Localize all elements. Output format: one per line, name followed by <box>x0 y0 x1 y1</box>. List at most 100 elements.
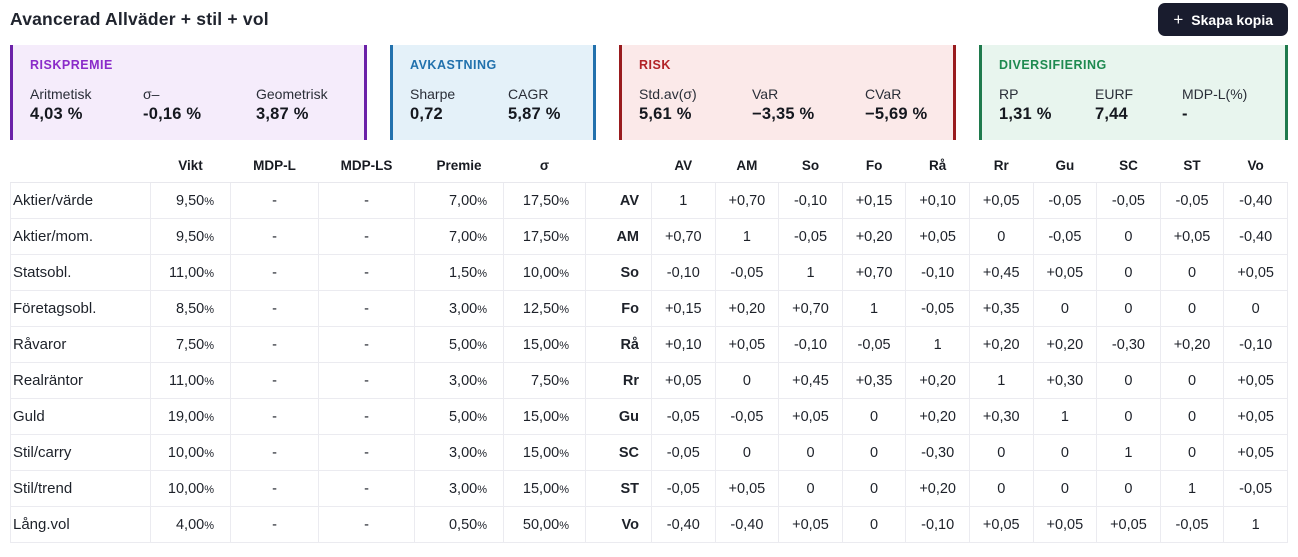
weight-cell: 11,00% <box>150 254 231 291</box>
correlation-cell: +0,05 <box>968 506 1034 543</box>
mdp-l-cell: - <box>230 362 319 399</box>
correlation-cell: +0,30 <box>968 398 1034 435</box>
premium-cell: 5,00% <box>414 326 504 363</box>
correlation-cell: -0,05 <box>1223 470 1288 507</box>
correlation-cell: 0 <box>968 470 1034 507</box>
correlation-cell: +0,20 <box>1159 326 1225 363</box>
metric-label: CVaR <box>865 86 902 102</box>
column-header-empty <box>585 151 652 183</box>
correlation-cell: 0 <box>1223 290 1288 327</box>
premium-cell: 1,50% <box>414 254 504 291</box>
column-header-Gu: Gu <box>1033 151 1097 183</box>
mdp-ls-cell: - <box>318 506 415 543</box>
metric-label: Aritmetisk <box>30 86 92 102</box>
premium-cell: 3,00% <box>414 434 504 471</box>
correlation-cell: +0,20 <box>968 326 1034 363</box>
mdp-ls-cell: - <box>318 218 415 255</box>
table-row: Guld 19,00% - -5,00% 15,00% Gu -0,05 -0,05 +0,05… <box>10 398 1288 435</box>
correlation-cell: -0,05 <box>841 326 907 363</box>
table-row: Aktier/värde 9,50% - -7,00% 17,50% AV 1 +0,70 -0… <box>10 182 1288 219</box>
premium-cell: 7,00% <box>414 218 504 255</box>
card-metric: EURF 7,44 <box>1095 86 1182 124</box>
correlation-cell: +0,20 <box>905 362 970 399</box>
metric-label: EURF <box>1095 86 1134 102</box>
card-title: RISKPREMIE <box>30 58 113 72</box>
weight-cell: 8,50% <box>150 290 231 327</box>
sigma-cell: 15,00% <box>503 470 586 507</box>
correlation-cell: 1 <box>1096 434 1161 471</box>
table-row: Företagsobl. 8,50% - -3,00% 12,50% Fo +0,15 +0,… <box>10 290 1288 327</box>
table-row: Råvaror 7,50% - -5,00% 15,00% Rå +0,10 +0,05 -0,… <box>10 326 1288 363</box>
correlation-cell: -0,10 <box>905 506 970 543</box>
correlation-cell: 0 <box>968 434 1034 471</box>
card-metric: CAGR 5,87 % <box>508 86 561 124</box>
correlation-cell: +0,05 <box>714 326 780 363</box>
correlation-cell: +0,45 <box>778 362 843 399</box>
card-title: AVKASTNING <box>410 58 497 72</box>
correlation-cell: 1 <box>841 290 907 327</box>
column-header-Rr: Rr <box>969 151 1034 183</box>
correlation-cell: -0,40 <box>1223 182 1288 219</box>
correlation-cell: 1 <box>1032 398 1098 435</box>
correlation-cell: -0,10 <box>905 254 970 291</box>
stat-card-risk: RISK Std.av(σ) 5,61 % VaR −3,35 % CVaR −5,69 … <box>619 45 956 140</box>
correlation-cell: +0,15 <box>841 182 907 219</box>
mdp-l-cell: - <box>230 218 319 255</box>
correlation-cell: +0,35 <box>841 362 907 399</box>
top-bar: Avancerad Allväder + stil + vol + Skapa … <box>10 0 1288 42</box>
column-header-Vikt: Vikt <box>150 151 231 183</box>
asset-code-cell: Gu <box>585 398 652 435</box>
correlation-cell: -0,40 <box>1223 218 1288 255</box>
weight-cell: 19,00% <box>150 398 231 435</box>
asset-code-cell: ST <box>585 470 652 507</box>
table-row: Lång.vol 4,00% - -0,50% 50,00% Vo -0,40 -0,40 +0… <box>10 506 1288 543</box>
correlation-cell: +0,05 <box>968 182 1034 219</box>
correlation-cell: 0 <box>1032 434 1098 471</box>
metric-value: 0,72 <box>410 105 443 123</box>
mdp-ls-cell: - <box>318 398 415 435</box>
correlation-cell: 1 <box>651 182 716 219</box>
mdp-ls-cell: - <box>318 326 415 363</box>
card-metric: Aritmetisk 4,03 % <box>30 86 143 124</box>
weight-cell: 9,50% <box>150 218 231 255</box>
correlation-cell: +0,05 <box>905 218 970 255</box>
correlation-cell: -0,30 <box>905 434 970 471</box>
asset-code-cell: AM <box>585 218 652 255</box>
create-copy-button[interactable]: + Skapa kopia <box>1158 3 1288 36</box>
sigma-cell: 50,00% <box>503 506 586 543</box>
correlation-cell: +0,20 <box>905 398 970 435</box>
column-header-MDP-LS: MDP-LS <box>318 151 415 183</box>
metric-value: 5,87 % <box>508 105 561 123</box>
correlation-cell: +0,20 <box>841 218 907 255</box>
asset-name-cell: Stil/trend <box>10 470 151 507</box>
correlation-cell: +0,05 <box>1223 434 1288 471</box>
correlation-cell: +0,20 <box>714 290 780 327</box>
correlation-cell: -0,05 <box>714 254 780 291</box>
correlation-cell: -0,05 <box>1159 182 1225 219</box>
weight-cell: 10,00% <box>150 470 231 507</box>
mdp-l-cell: - <box>230 434 319 471</box>
correlation-cell: 0 <box>1096 218 1161 255</box>
correlation-cell: +0,05 <box>1032 506 1098 543</box>
correlation-cell: -0,05 <box>651 434 716 471</box>
column-header-AM: AM <box>715 151 779 183</box>
correlation-cell: -0,05 <box>651 398 716 435</box>
asset-name-cell: Aktier/mom. <box>10 218 151 255</box>
asset-code-cell: Fo <box>585 290 652 327</box>
metric-value: 5,61 % <box>639 105 692 123</box>
correlation-cell: 0 <box>778 470 843 507</box>
correlation-cell: +0,05 <box>714 470 780 507</box>
mdp-ls-cell: - <box>318 290 415 327</box>
asset-code-cell: Rr <box>585 362 652 399</box>
asset-name-cell: Statsobl. <box>10 254 151 291</box>
weight-cell: 11,00% <box>150 362 231 399</box>
metric-label: σ– <box>143 86 160 102</box>
asset-name-cell: Aktier/värde <box>10 182 151 219</box>
correlation-cell: 0 <box>1096 398 1161 435</box>
plus-icon: + <box>1173 10 1184 29</box>
correlation-cell: +0,05 <box>1096 506 1161 543</box>
column-header-AV: AV <box>651 151 716 183</box>
correlation-cell: +0,70 <box>841 254 907 291</box>
metrics-row: Sharpe 0,72 CAGR 5,87 % <box>410 86 575 124</box>
correlation-cell: 0 <box>778 434 843 471</box>
